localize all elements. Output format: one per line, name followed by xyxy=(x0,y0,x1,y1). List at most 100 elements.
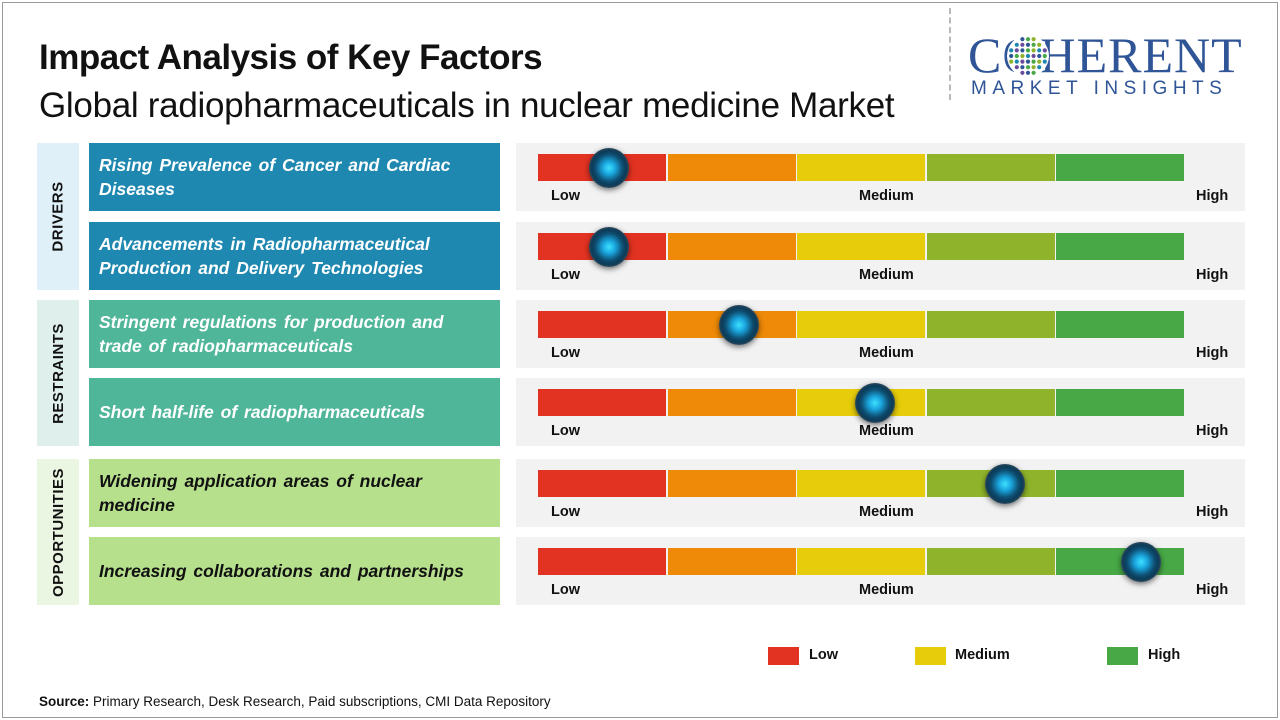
globe-dot xyxy=(1020,65,1025,70)
gauge-segment xyxy=(797,311,926,338)
globe-dot xyxy=(1025,70,1031,75)
globe-dot xyxy=(1020,42,1025,47)
scale-label: Medium xyxy=(859,423,914,439)
gauge-segment xyxy=(1056,154,1185,181)
scale-label: Medium xyxy=(859,582,914,598)
globe-dot xyxy=(1031,70,1036,75)
globe-dot xyxy=(1025,42,1031,47)
gauge-segment xyxy=(538,311,667,338)
gauge-segment xyxy=(797,154,926,181)
legend-swatch xyxy=(768,647,799,665)
globe-dot xyxy=(1009,59,1014,64)
category-text: OPPORTUNITIES xyxy=(49,467,67,597)
globe-dot xyxy=(1014,59,1019,64)
gauge-segment xyxy=(926,154,1055,181)
page-title: Impact Analysis of Key Factors xyxy=(39,38,543,77)
gauge-segment xyxy=(1056,389,1185,416)
impact-marker xyxy=(589,226,630,267)
impact-marker xyxy=(718,304,759,345)
scale-label: Medium xyxy=(859,504,914,520)
gauge-segment xyxy=(1056,233,1185,260)
legend-label: Medium xyxy=(955,647,1010,663)
gauge-segment xyxy=(538,389,667,416)
globe-dot xyxy=(1042,48,1047,53)
globe-dot xyxy=(1020,70,1025,75)
globe-dot xyxy=(1037,59,1042,64)
logo-tagline: MARKET INSIGHTS xyxy=(971,78,1228,99)
gauge-segment xyxy=(926,548,1055,575)
gauge-segment xyxy=(797,470,926,497)
globe-dot xyxy=(1020,53,1025,59)
scale-label: High xyxy=(1196,345,1229,361)
globe-dot xyxy=(1025,59,1031,64)
scale-label: Low xyxy=(551,582,580,598)
gauge-segment xyxy=(667,389,796,416)
gauge-segment xyxy=(797,233,926,260)
globe-dot xyxy=(1025,65,1031,70)
source-note: Source: Primary Research, Desk Research,… xyxy=(39,694,551,709)
factor-label: Advancements in Radiopharmaceutical Prod… xyxy=(89,222,500,290)
category-text: RESTRAINTS xyxy=(49,322,67,424)
scale-label: High xyxy=(1196,504,1229,520)
source-text: Primary Research, Desk Research, Paid su… xyxy=(89,694,551,709)
scale-label: High xyxy=(1196,582,1229,598)
scale-label: Medium xyxy=(859,345,914,361)
gauge-segment xyxy=(667,470,796,497)
legend-label: High xyxy=(1148,647,1181,663)
factor-label: Stringent regulations for production and… xyxy=(89,300,500,368)
scale-label: Low xyxy=(551,423,580,439)
factor-label: Increasing collaborations and partnershi… xyxy=(89,537,500,605)
globe-dot xyxy=(1014,48,1019,53)
gauge-segment xyxy=(797,548,926,575)
gauge-segment xyxy=(538,548,667,575)
globe-dot xyxy=(1014,65,1019,70)
globe-dot xyxy=(1020,37,1025,42)
source-label: Source: xyxy=(39,694,90,709)
gauge-segment xyxy=(1056,470,1185,497)
scale-label: Medium xyxy=(859,188,914,204)
globe-dot xyxy=(1014,53,1019,59)
scale-label: Low xyxy=(551,345,580,361)
category-label: DRIVERS xyxy=(37,143,79,290)
globe-dot xyxy=(1042,53,1047,59)
globe-dot xyxy=(1037,48,1042,53)
globe-dot xyxy=(1037,65,1042,70)
impact-marker xyxy=(1120,541,1161,582)
scale-label: High xyxy=(1196,423,1229,439)
scale-label: Low xyxy=(551,188,580,204)
globe-dot xyxy=(1031,37,1036,42)
globe-dot xyxy=(1037,53,1042,59)
globe-dot xyxy=(1031,48,1036,53)
globe-dot xyxy=(1014,42,1019,47)
scale-label: High xyxy=(1196,188,1229,204)
scale-label: Low xyxy=(551,267,580,283)
globe-icon xyxy=(1007,35,1049,77)
globe-dot xyxy=(1009,53,1014,59)
legend-swatch xyxy=(915,647,946,665)
globe-dot xyxy=(1031,53,1036,59)
gauge-segment xyxy=(1056,311,1185,338)
category-label: RESTRAINTS xyxy=(37,300,79,446)
globe-dot xyxy=(1037,42,1042,47)
gauge-segment xyxy=(538,470,667,497)
globe-dot xyxy=(1009,48,1014,53)
globe-dot xyxy=(1025,48,1031,53)
globe-dot xyxy=(1020,48,1025,53)
impact-marker xyxy=(854,382,895,423)
factor-label: Rising Prevalence of Cancer and Cardiac … xyxy=(89,143,500,211)
gauge-segment xyxy=(667,233,796,260)
impact-marker xyxy=(984,463,1025,504)
gauge-segment xyxy=(1056,548,1185,575)
globe-dot xyxy=(1031,59,1036,64)
impact-marker xyxy=(589,147,630,188)
category-text: DRIVERS xyxy=(49,181,67,252)
globe-dot xyxy=(1020,59,1025,64)
globe-dot xyxy=(1031,42,1036,47)
factor-label: Widening application areas of nuclear me… xyxy=(89,459,500,527)
legend-swatch xyxy=(1107,647,1138,665)
globe-dot xyxy=(1025,37,1031,42)
gauge-segment xyxy=(926,311,1055,338)
globe-dot xyxy=(1025,53,1031,59)
legend-label: Low xyxy=(809,647,838,663)
scale-label: High xyxy=(1196,267,1229,283)
